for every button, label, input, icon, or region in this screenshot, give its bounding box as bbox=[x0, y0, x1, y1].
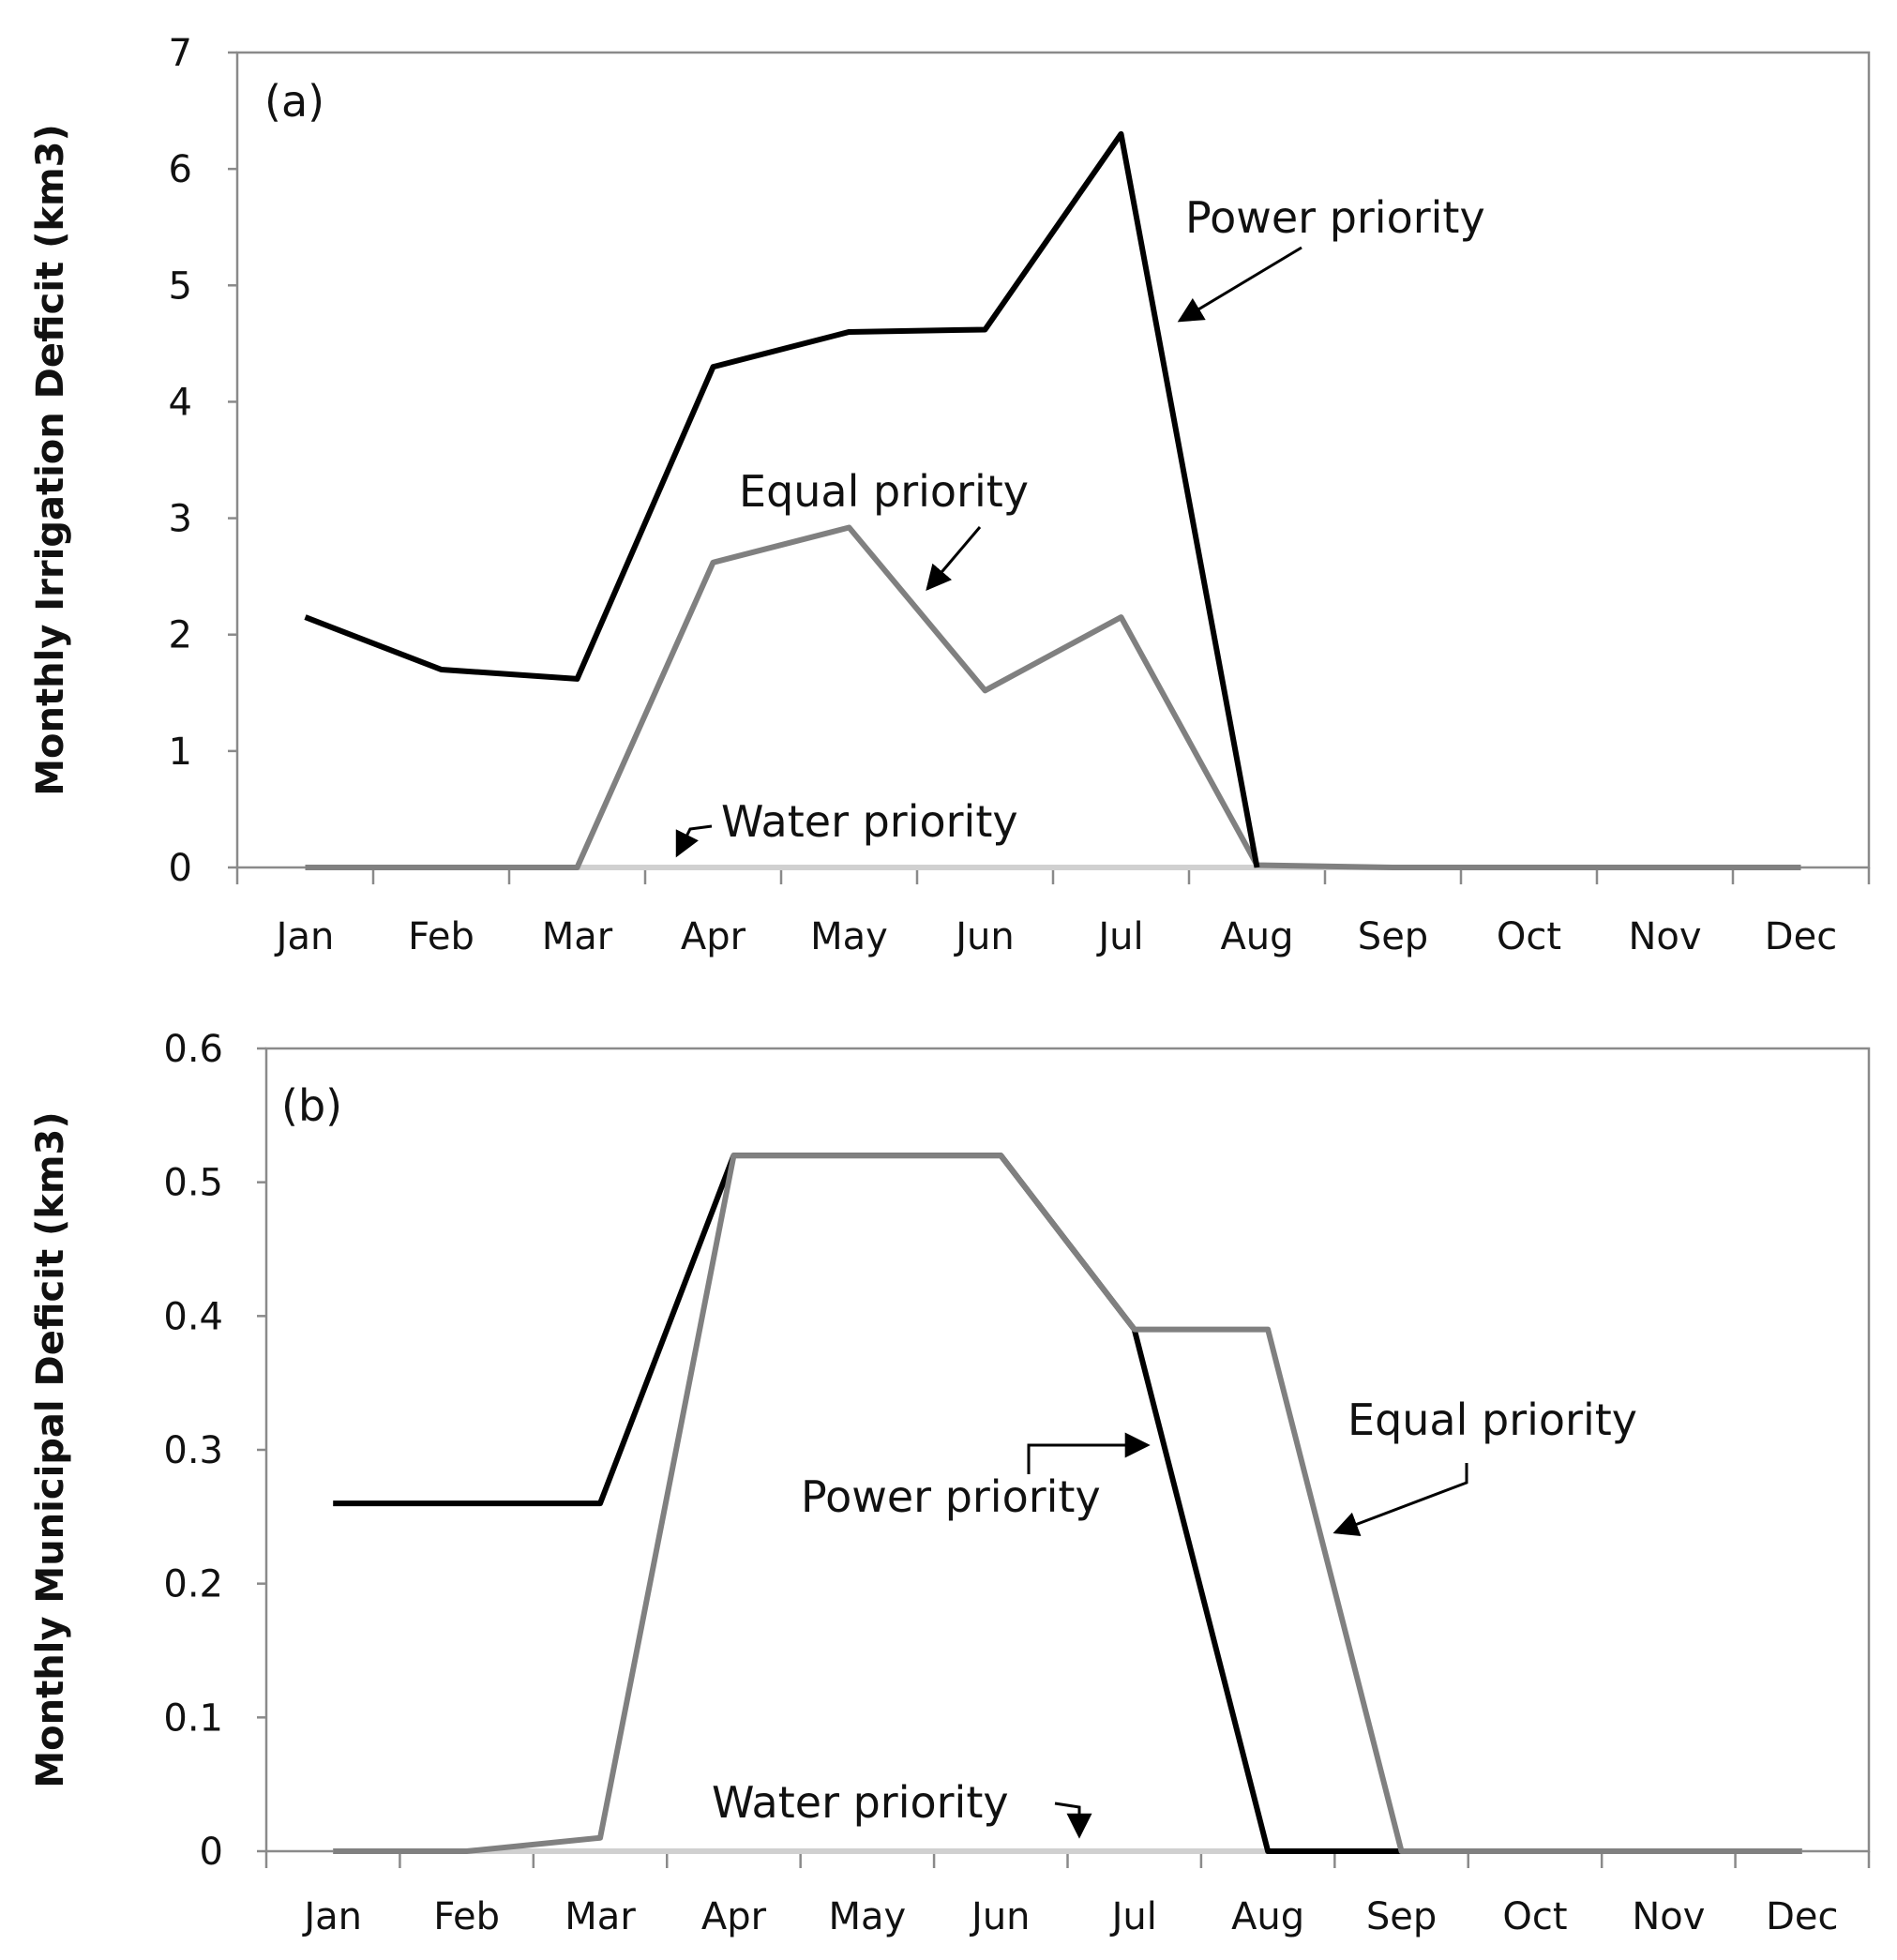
arrow-equal-priority-b bbox=[1332, 1463, 1468, 1537]
x-tick-label: Apr bbox=[701, 1895, 767, 1938]
y-axis-title: Monthly Irrigation Deficit (km3) bbox=[29, 124, 72, 796]
y-tick-label: 5 bbox=[169, 264, 192, 308]
y-tick-label: 0.6 bbox=[163, 1028, 223, 1071]
arrow-water-priority-a bbox=[675, 824, 713, 858]
y-tick-label: 3 bbox=[169, 498, 192, 541]
annotation-equal-priority-a: Equal priority bbox=[739, 466, 1029, 517]
x-tick-label: Oct bbox=[1497, 915, 1561, 958]
x-tick-label: Jul bbox=[1109, 1895, 1157, 1938]
x-tick-label: Nov bbox=[1628, 915, 1701, 958]
annotation-water-priority-a: Water priority bbox=[721, 796, 1018, 847]
y-tick-label: 0.4 bbox=[163, 1295, 223, 1338]
x-tick-label: Jun bbox=[953, 915, 1015, 958]
y-tick-label: 7 bbox=[169, 32, 192, 75]
y-tick-label: 0 bbox=[169, 847, 192, 890]
x-tick-label: Nov bbox=[1632, 1895, 1705, 1938]
x-tick-label: Feb bbox=[433, 1895, 500, 1938]
panel-a: 0 1 2 3 4 5 6 7 Jan Feb Mar Apr May Jun Jul Aug Sep Oct No… bbox=[29, 32, 1871, 958]
annotation-power-priority-a: Power priority bbox=[1185, 192, 1485, 243]
x-tick-label: Oct bbox=[1502, 1895, 1567, 1938]
panel-label-b: (b) bbox=[281, 1080, 342, 1131]
plot-area bbox=[235, 51, 1871, 869]
x-tick-label: Aug bbox=[1220, 915, 1293, 958]
arrow-power-priority-a bbox=[1177, 246, 1302, 323]
y-tick-label: 1 bbox=[169, 731, 192, 774]
x-tick-label: Jul bbox=[1095, 915, 1143, 958]
x-tick-label: Mar bbox=[542, 915, 613, 958]
x-tick-label: Jan bbox=[301, 1895, 362, 1938]
series-line-power-priority bbox=[304, 130, 1260, 868]
panel-b: 0 0.1 0.2 0.3 0.4 0.5 0.6 Jan Feb Mar Apr May Jun Jul… bbox=[29, 1028, 1871, 1938]
x-tick-label: Aug bbox=[1231, 1895, 1304, 1938]
x-tick-label: Apr bbox=[681, 915, 746, 958]
y-tick-label: 0.2 bbox=[163, 1563, 223, 1606]
y-tick-label: 0.5 bbox=[163, 1162, 223, 1205]
x-tick-label: Dec bbox=[1766, 1895, 1838, 1938]
plot-area bbox=[264, 1047, 1871, 1853]
annotation-equal-priority-b: Equal priority bbox=[1347, 1395, 1637, 1445]
arrow-equal-priority-a bbox=[926, 526, 982, 592]
panel-label-a: (a) bbox=[264, 76, 324, 127]
x-tick-label: Sep bbox=[1366, 1895, 1437, 1938]
y-tick-label: 2 bbox=[169, 614, 192, 657]
series-line-equal-priority bbox=[305, 524, 1801, 870]
y-tick-label: 0.1 bbox=[163, 1696, 223, 1740]
x-tick-label: May bbox=[810, 915, 888, 958]
arrow-water-priority-b bbox=[1054, 1802, 1092, 1839]
x-tick-label: Jun bbox=[969, 1895, 1031, 1938]
x-tick-label: Jan bbox=[274, 915, 335, 958]
annotation-water-priority-b: Water priority bbox=[712, 1777, 1009, 1828]
y-axis-title: Monthly Municipal Deficit (km3) bbox=[29, 1111, 72, 1787]
x-tick-label: Mar bbox=[565, 1895, 636, 1938]
x-tick-label: Sep bbox=[1358, 915, 1428, 958]
arrow-power-priority-b bbox=[1027, 1432, 1151, 1474]
x-tick-label: May bbox=[829, 1895, 907, 1938]
y-tick-label: 0 bbox=[200, 1831, 223, 1874]
series-line-equal-priority bbox=[333, 1153, 1802, 1854]
y-tick-label: 4 bbox=[169, 381, 192, 424]
annotation-power-priority-b: Power priority bbox=[801, 1471, 1101, 1522]
y-tick-label: 0.3 bbox=[163, 1429, 223, 1472]
x-tick-label: Dec bbox=[1765, 915, 1837, 958]
y-tick-label: 6 bbox=[169, 148, 192, 191]
x-tick-label: Feb bbox=[408, 915, 474, 958]
